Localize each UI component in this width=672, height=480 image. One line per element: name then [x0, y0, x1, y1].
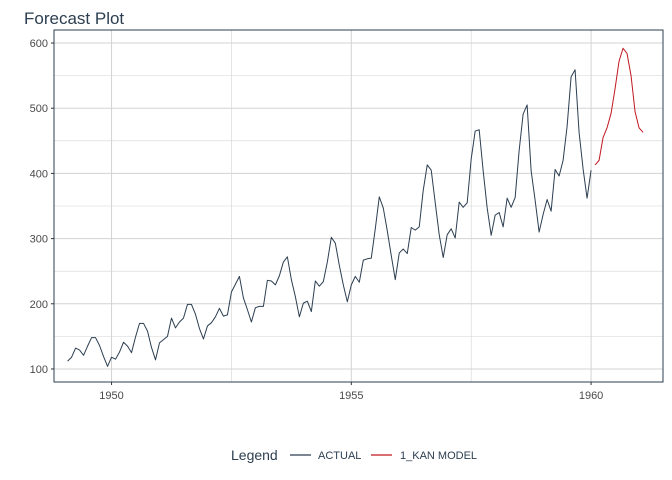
y-tick-label: 200: [30, 299, 48, 311]
y-tick-label: 300: [30, 234, 48, 246]
y-tick-label: 400: [30, 168, 48, 180]
legend-title: Legend: [231, 447, 278, 463]
series-line-forecast: [594, 47, 644, 166]
x-tick-label: 1960: [579, 390, 603, 402]
chart-title: Forecast Plot: [24, 9, 124, 28]
y-axis-ticks: 100 200 300 400 500 600: [30, 38, 54, 376]
x-tick-label: 1950: [99, 390, 123, 402]
plot-frame: [53, 29, 664, 383]
grid-lines: [54, 30, 663, 382]
y-tick-label: 100: [30, 364, 48, 376]
legend-label-actual: ACTUAL: [318, 450, 361, 462]
series-line-actual: [67, 69, 592, 367]
y-tick-label: 500: [30, 103, 48, 115]
x-tick-label: 1955: [339, 390, 363, 402]
legend: Legend ACTUAL 1_KAN MODEL: [231, 447, 477, 463]
x-axis-ticks: 1950 1955 1960: [99, 382, 603, 402]
legend-label-forecast: 1_KAN MODEL: [400, 450, 477, 462]
y-tick-label: 600: [30, 38, 48, 50]
series-lines: [67, 47, 644, 367]
